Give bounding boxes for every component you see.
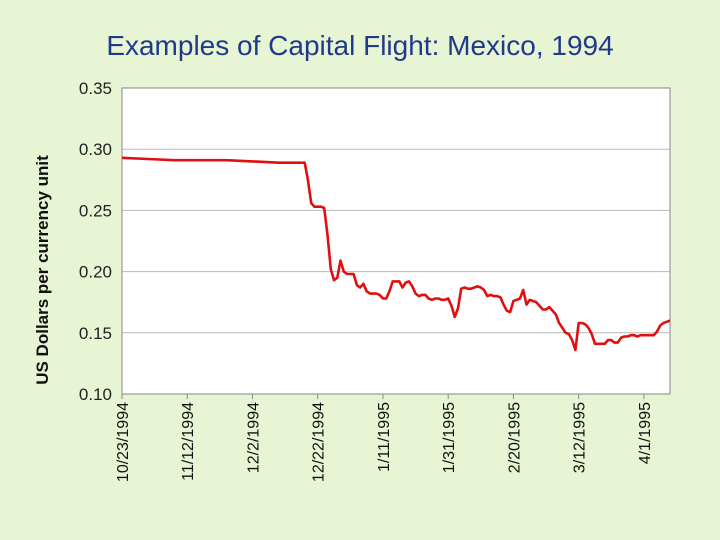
series-layer: [121, 156, 671, 352]
x-tick-label-2: 12/2/1994: [245, 402, 262, 473]
y-tick-label-3: 0.25: [79, 201, 112, 220]
y-tick-label-4: 0.30: [79, 140, 112, 159]
y-tick-label-1: 0.15: [79, 324, 112, 343]
chart-title: Examples of Capital Flight: Mexico, 1994: [106, 30, 614, 61]
y-axis-ticks: 0.10 0.15 0.20 0.25 0.30 0.35: [79, 79, 112, 404]
y-axis-label: US Dollars per currency unit: [33, 155, 52, 385]
y-tick-label-0: 0.10: [79, 385, 112, 404]
x-axis-ticks: 10/23/1994 11/12/1994 12/2/1994 12/22/1994 1…: [115, 394, 654, 482]
x-tick-label-1: 11/12/1994: [180, 402, 197, 481]
y-tick-label-2: 0.20: [79, 263, 112, 282]
x-tick-label-8: 4/1/1995: [637, 402, 654, 464]
series-line-0: [121, 156, 671, 352]
x-tick-label-7: 3/12/1995: [572, 402, 589, 473]
y-tick-label-5: 0.35: [79, 79, 112, 98]
x-tick-label-0: 10/23/1994: [115, 402, 132, 482]
x-tick-label-3: 12/22/1994: [311, 402, 328, 482]
x-tick-label-4: 1/11/1995: [376, 402, 393, 472]
x-tick-label-6: 2/20/1995: [506, 402, 523, 473]
x-tick-label-5: 1/31/1995: [441, 402, 458, 473]
plot-area: [121, 87, 671, 395]
